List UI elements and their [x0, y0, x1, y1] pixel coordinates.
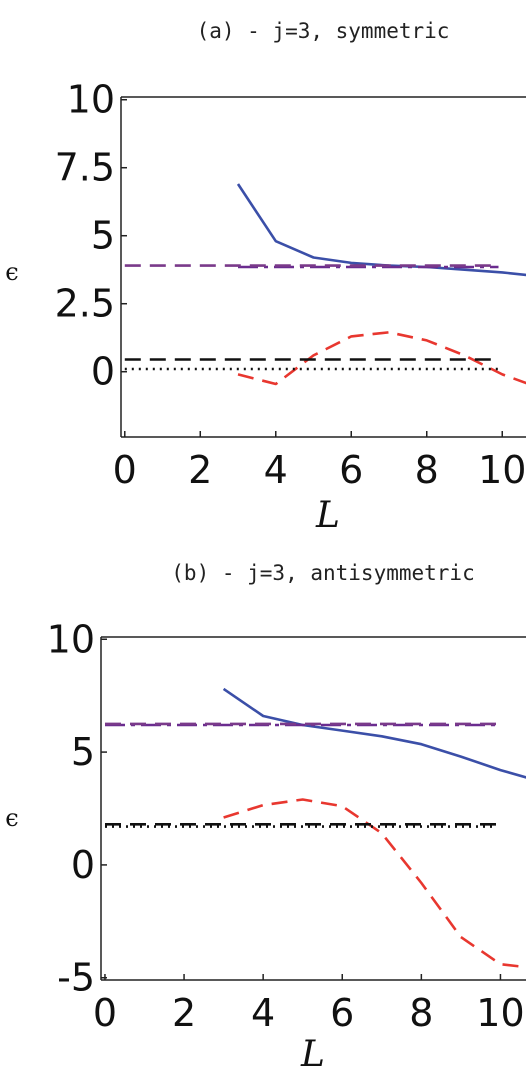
- panel-a-y-tick-label: 2.5: [55, 282, 115, 326]
- panel-b-y-tick-label: 5: [71, 730, 95, 774]
- panel-b-y-tick-label: 0: [71, 843, 95, 887]
- panel-b-title: (b) - j=3, antisymmetric: [171, 561, 474, 585]
- panel-b-x-tick-label: 2: [172, 991, 196, 1035]
- panel-a-y-tick-label: 7.5: [55, 146, 115, 190]
- panel-a-x-tick-label: 6: [339, 448, 363, 492]
- panel-a-series-group: [124, 183, 526, 386]
- panel-b-x-tick-label: 6: [330, 991, 354, 1035]
- panel-a-series-solid-line: [236, 183, 526, 277]
- panel-b-y-tick-label: -5: [57, 956, 95, 1000]
- panel-a-x-tick-label: 0: [113, 448, 137, 492]
- panel-a-y-axis-label: ϵ: [5, 258, 18, 286]
- panel-b-x-tick-label: 8: [409, 991, 433, 1035]
- panel-b-series-group: [105, 687, 526, 969]
- panel-a-x-tick-label: 8: [415, 448, 439, 492]
- panel-a-plot: 10 7.5 5 2.5 0 0 2 4 6 8 10: [55, 78, 526, 492]
- panel-a-series-dashed-line: [237, 330, 526, 386]
- panel-b-x-axis-label: L: [300, 1034, 325, 1075]
- panel-a-x-tick-label: 4: [264, 448, 288, 492]
- panel-a-y-tick-label: 5: [91, 214, 115, 258]
- panel-a-x-tick-label: 2: [188, 448, 212, 492]
- panel-b-series-solid-line: [222, 687, 526, 779]
- panel-b-x-tick-label: 0: [93, 991, 117, 1035]
- panel-b-y-axis-label: ϵ: [5, 804, 18, 832]
- panel-a-title: (a) - j=3, symmetric: [197, 19, 450, 43]
- panel-a-x-axis-label: L: [315, 495, 340, 536]
- panel-a-y-tick-label: 10: [67, 78, 115, 122]
- panel-b-series-dashed-line: [223, 798, 526, 969]
- panel-b-x-tick-label: 10: [476, 991, 524, 1035]
- panel-a: (a) - j=3, symmetric 10 7.5 5 2.5 0 0 2 4 6 8 10 ϵ…: [5, 19, 526, 536]
- panel-a-x-tick-label: 10: [478, 448, 526, 492]
- panel-b-x-tick-label: 4: [251, 991, 275, 1035]
- panel-b-y-tick-label: 10: [47, 617, 95, 661]
- panel-a-y-tick-label: 0: [91, 350, 115, 394]
